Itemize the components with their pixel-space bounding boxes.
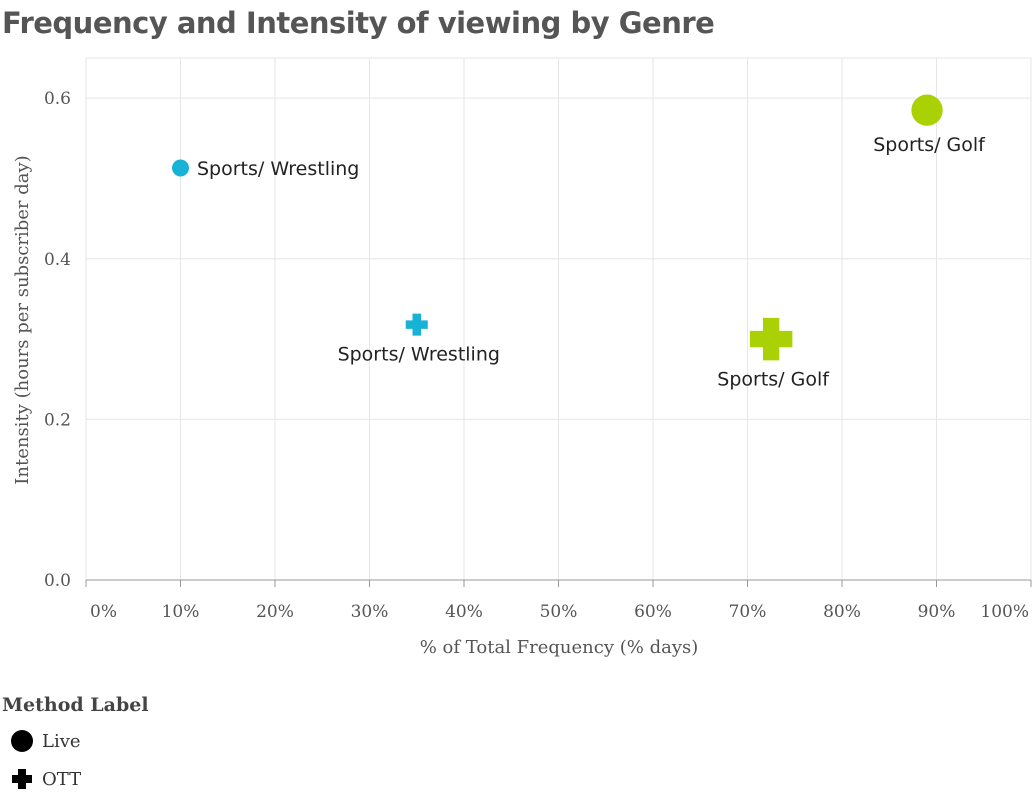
scatter-chart: 0% 10% 20% 30% 40% 50% 60% 70% 80% 90% 100% 0.0 0.2… [12, 57, 1032, 658]
point-label: Sports/ Golf [717, 368, 830, 390]
chart-title: Frequency and Intensity of viewing by Ge… [2, 6, 715, 40]
x-axis-title: % of Total Frequency (% days) [420, 637, 699, 658]
x-tick-label: 100% [980, 602, 1029, 622]
data-point-live[interactable] [911, 94, 943, 126]
grid-lines [85, 57, 1032, 581]
data-points [172, 94, 943, 361]
point-label: Sports/ Wrestling [197, 158, 359, 180]
legend: Method Label Live OTT [2, 694, 149, 798]
data-point-ott[interactable] [405, 313, 428, 336]
y-tick-label: 0.2 [44, 410, 71, 430]
x-tick-label: 80% [823, 602, 861, 622]
x-tick-label: 70% [729, 602, 767, 622]
x-tick-label: 20% [256, 602, 294, 622]
x-tick-label: 90% [918, 602, 956, 622]
x-axis-ticks: 0% 10% 20% 30% 40% 50% 60% 70% 80% 90% 100% [85, 580, 1032, 622]
x-tick-label: 60% [634, 602, 672, 622]
legend-item-ott[interactable]: OTT [2, 760, 149, 798]
cross-icon [2, 767, 42, 791]
y-tick-label: 0.4 [44, 250, 71, 270]
point-label: Sports/ Wrestling [338, 344, 500, 366]
data-point-ott[interactable] [749, 317, 793, 361]
y-axis-title: Intensity (hours per subscriber day) [12, 155, 33, 484]
point-labels: Sports/ Wrestling Sports/ Wrestling Sports… [197, 134, 986, 390]
x-tick-label: 10% [162, 602, 200, 622]
y-axis-ticks: 0.0 0.2 0.4 0.6 [44, 89, 71, 591]
circle-icon [2, 729, 42, 753]
y-tick-label: 0.6 [44, 89, 71, 109]
legend-label-live: Live [42, 730, 81, 752]
legend-item-live[interactable]: Live [2, 722, 149, 760]
x-tick-label: 40% [445, 602, 483, 622]
x-tick-label: 0% [90, 602, 117, 622]
point-label: Sports/ Golf [873, 134, 986, 156]
legend-label-ott: OTT [42, 768, 82, 790]
y-tick-label: 0.0 [44, 571, 71, 591]
x-tick-label: 30% [351, 602, 389, 622]
legend-title: Method Label [2, 694, 149, 716]
data-point-live[interactable] [172, 159, 189, 177]
x-tick-label: 50% [540, 602, 578, 622]
